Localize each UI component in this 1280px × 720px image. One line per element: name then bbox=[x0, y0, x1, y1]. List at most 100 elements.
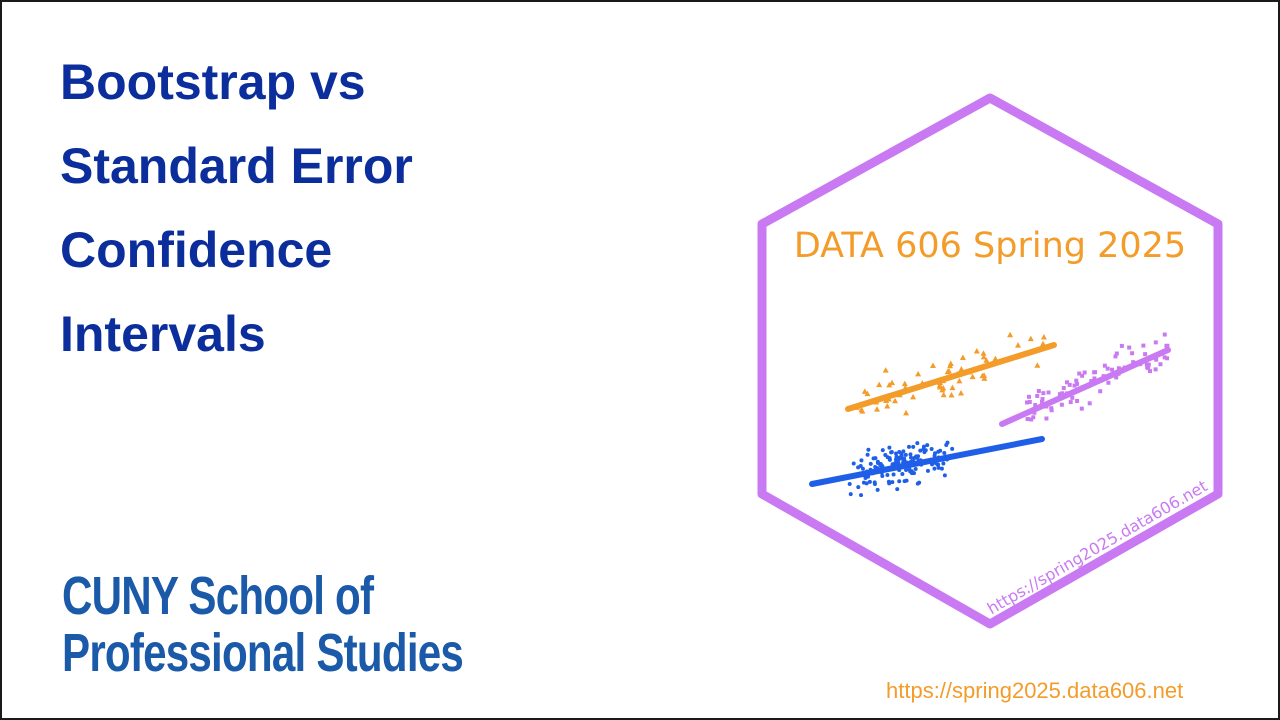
blue-dot-point bbox=[867, 479, 872, 484]
orange-triangle-point bbox=[969, 373, 976, 380]
orange-triangle-point bbox=[958, 365, 965, 372]
logo-line-1: CUNY School of bbox=[62, 566, 374, 626]
orange-triangle-point bbox=[980, 350, 987, 356]
blue-dot-point bbox=[883, 452, 888, 457]
purple-square-point bbox=[1146, 366, 1151, 371]
orange-triangle-point bbox=[859, 408, 866, 414]
blue-dot-point bbox=[939, 466, 944, 471]
purple-square-point bbox=[1077, 371, 1082, 376]
title-line-4: Intervals bbox=[60, 306, 266, 362]
blue-dot-point bbox=[865, 452, 870, 457]
purple-square-point bbox=[1162, 332, 1167, 337]
orange-triangle-point bbox=[886, 381, 893, 388]
scatter-plot-art bbox=[809, 331, 1171, 498]
purple-square-point bbox=[1044, 416, 1049, 421]
blue-dot-point bbox=[880, 448, 885, 453]
blue-dot-point bbox=[866, 447, 871, 452]
blue-dot-point bbox=[891, 472, 896, 477]
blue-dot-point bbox=[887, 445, 892, 450]
purple-square-point bbox=[1165, 343, 1170, 348]
title-line-2: Standard Error bbox=[60, 138, 413, 194]
title-line-3: Confidence bbox=[60, 222, 333, 278]
blue-dot-point bbox=[936, 465, 941, 470]
purple-square-point bbox=[1165, 356, 1170, 361]
blue-dot-point bbox=[864, 481, 869, 486]
blue-dot-point bbox=[847, 482, 852, 487]
orange-triangle-point bbox=[915, 370, 922, 377]
purple-square-point bbox=[1075, 382, 1080, 387]
orange-triangle-point bbox=[947, 360, 954, 367]
blue-dot-point bbox=[944, 443, 949, 448]
orange-triangle-point bbox=[861, 388, 868, 394]
blue-dot-point bbox=[873, 456, 878, 461]
blue-dot-point bbox=[950, 446, 955, 451]
orange-triangle-point bbox=[945, 367, 952, 374]
footer-url-link[interactable]: https://spring2025.data606.net bbox=[886, 678, 1184, 703]
purple-square-point bbox=[1040, 397, 1045, 402]
blue-dot-point bbox=[936, 462, 941, 467]
purple-square-point bbox=[1072, 383, 1077, 388]
blue-dot-point bbox=[942, 451, 947, 456]
blue-dot-point bbox=[897, 479, 902, 484]
purple-square-point bbox=[1031, 415, 1036, 420]
purple-square-point bbox=[1127, 345, 1132, 350]
blue-dot-point bbox=[859, 458, 864, 463]
orange-triangle-point bbox=[884, 403, 891, 409]
hex-border bbox=[757, 93, 1223, 629]
orange-triangle-point bbox=[876, 381, 883, 388]
purple-square-point bbox=[1061, 386, 1066, 391]
blue-dot-point bbox=[904, 467, 909, 472]
blue-dot-point bbox=[916, 454, 921, 459]
purple-square-point bbox=[1113, 354, 1118, 359]
blue-dot-point bbox=[922, 450, 927, 455]
purple-square-point bbox=[1068, 400, 1073, 405]
blue-dot-point bbox=[904, 478, 909, 483]
orange-triangle-point bbox=[882, 367, 889, 373]
blue-dot-point bbox=[890, 480, 895, 485]
orange-triangle-point bbox=[936, 383, 943, 390]
blue-dot-point bbox=[932, 453, 937, 458]
blue-dot-point bbox=[915, 441, 920, 446]
blue-dot-point bbox=[860, 466, 865, 471]
purple-square-point bbox=[1162, 355, 1167, 360]
blue-dot-point bbox=[872, 480, 877, 485]
purple-square-point bbox=[1105, 366, 1110, 371]
orange-triangle-point bbox=[864, 390, 871, 397]
purple-square-point bbox=[1143, 352, 1148, 357]
purple-square-point bbox=[1093, 370, 1098, 375]
blue-dot-point bbox=[908, 455, 913, 460]
orange-triangle-point bbox=[979, 372, 986, 379]
blue-dot-point bbox=[885, 473, 890, 478]
orange-trend-line bbox=[845, 342, 1057, 412]
purple-square-point bbox=[1035, 393, 1040, 398]
blue-dot-point bbox=[859, 493, 864, 498]
sticker-heading: DATA 606 Spring 2025 bbox=[794, 226, 1186, 266]
blue-dot-point bbox=[929, 446, 934, 451]
blue-dot-point bbox=[856, 485, 861, 490]
blue-dot-point bbox=[903, 452, 908, 457]
blue-dot-point bbox=[896, 457, 901, 462]
purple-square-point bbox=[1146, 362, 1151, 367]
purple-square-point bbox=[1153, 340, 1158, 345]
blue-dot-point bbox=[894, 451, 899, 456]
purple-square-point bbox=[1119, 343, 1124, 348]
purple-square-point bbox=[1114, 375, 1119, 380]
blue-dot-point bbox=[921, 447, 926, 452]
blue-dot-point bbox=[925, 468, 930, 473]
purple-square-point bbox=[1041, 391, 1046, 396]
purple-square-point bbox=[1131, 360, 1136, 365]
purple-square-point bbox=[1082, 370, 1087, 375]
blue-dot-point bbox=[925, 443, 930, 448]
orange-triangle-point bbox=[874, 406, 881, 412]
blue-dot-point bbox=[942, 473, 947, 478]
orange-triangle-point bbox=[959, 354, 966, 360]
blue-dot-point bbox=[848, 492, 853, 497]
blue-dot-point bbox=[887, 457, 892, 462]
blue-dot-point bbox=[868, 461, 873, 466]
purple-square-point bbox=[1116, 366, 1121, 371]
purple-square-point bbox=[1130, 351, 1135, 356]
purple-square-point bbox=[1114, 351, 1119, 356]
orange-triangle-point bbox=[892, 397, 899, 404]
purple-square-point bbox=[1074, 378, 1079, 383]
purple-square-point bbox=[1144, 362, 1149, 367]
